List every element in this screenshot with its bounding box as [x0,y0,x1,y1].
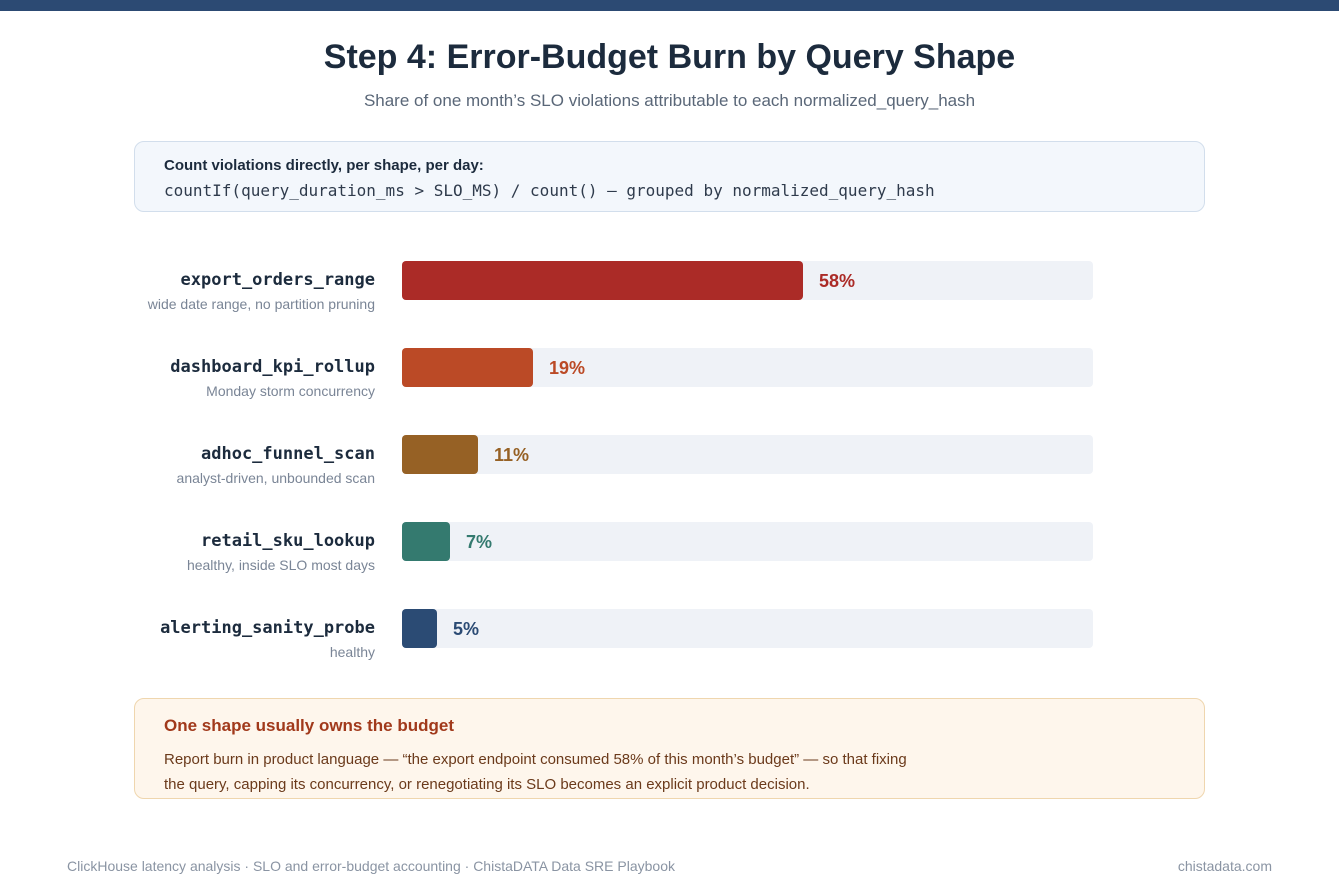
bar [402,348,533,387]
bar-track [402,435,1093,474]
category-note: healthy, inside SLO most days [186,557,375,573]
bar-value-label: 58% [819,271,856,291]
bar [402,435,478,474]
bar-value-label: 5% [453,619,480,639]
bar-track [402,522,1093,561]
bar-row: dashboard_kpi_rollup Monday storm concurr… [0,348,1339,408]
bar [402,261,803,300]
formula-code: countIf(query_duration_ms > SLO_MS) / co… [164,181,935,200]
category-note: analyst-driven, unbounded scan [176,470,375,486]
bar-value-label: 11% [494,445,530,465]
category-note: Monday storm concurrency [206,383,375,399]
page-subtitle: Share of one month’s SLO violations attr… [363,91,976,110]
bar-value-label: 7% [466,532,493,552]
page-title: Step 4: Error-Budget Burn by Query Shape [323,38,1016,76]
formula-box: Count violations directly, per shape, pe… [134,141,1205,212]
category-label: retail_sku_lookup [201,531,375,551]
footer-credits: ClickHouse latency analysis · SLO and er… [67,858,675,874]
category-label: dashboard_kpi_rollup [170,357,375,377]
bar [402,522,450,561]
callout-body: Report burn in product language — “the e… [164,751,907,793]
top-stripe [0,0,1339,11]
bar-track [402,609,1093,648]
category-label: export_orders_range [180,270,375,290]
category-note: healthy [329,644,375,660]
footer-site: chistadata.com [1177,858,1272,874]
bar-value-label: 19% [549,358,586,378]
category-label: alerting_sanity_probe [160,618,375,638]
callout-title: One shape usually owns the budget [164,716,454,735]
callout-box: One shape usually owns the budget Report… [134,698,1205,799]
bar-row: retail_sku_lookup healthy, inside SLO mos… [0,522,1339,582]
category-label: adhoc_funnel_scan [201,444,375,464]
formula-label: Count violations directly, per shape, pe… [164,157,484,174]
category-note: wide date range, no partition pruning [147,296,375,312]
bar-row: adhoc_funnel_scan analyst-driven, unbound… [0,435,1339,495]
bar [402,609,437,648]
